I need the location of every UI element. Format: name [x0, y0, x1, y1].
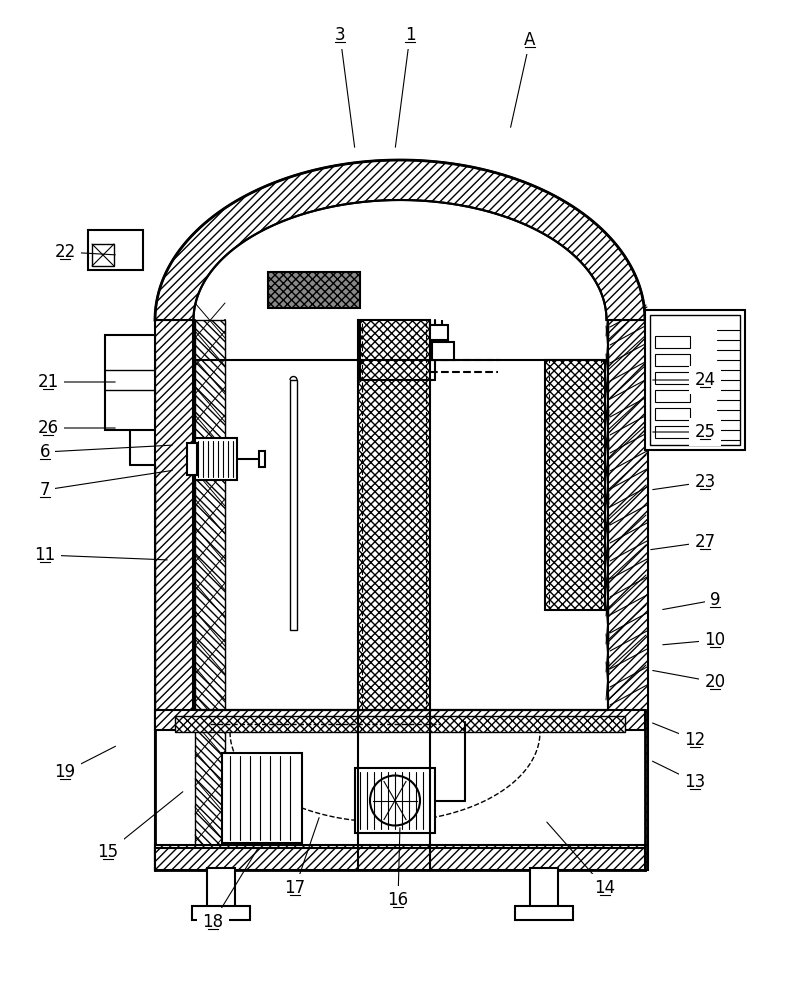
Text: 7: 7 [40, 481, 50, 499]
Text: 17: 17 [285, 879, 305, 897]
Text: 19: 19 [54, 763, 76, 781]
Text: 1: 1 [405, 26, 415, 44]
Text: 24: 24 [694, 371, 716, 389]
Bar [207, 868, 235, 910]
Bar [187, 443, 197, 475]
Text: 11: 11 [34, 546, 56, 564]
Bar [105, 335, 155, 430]
Text: 27: 27 [694, 533, 716, 551]
Text: 14: 14 [595, 879, 615, 897]
Polygon shape [155, 160, 645, 320]
Bar [655, 426, 690, 438]
Bar [118, 355, 155, 407]
Bar [259, 451, 265, 467]
Bar [155, 845, 645, 870]
Text: 10: 10 [705, 631, 725, 649]
Bar [222, 753, 302, 843]
Bar [655, 372, 690, 384]
Bar [92, 244, 114, 266]
Bar [155, 710, 645, 870]
Text: 25: 25 [694, 423, 716, 441]
Bar [650, 315, 740, 445]
Bar [155, 320, 193, 870]
Text: 12: 12 [685, 731, 705, 749]
Bar [195, 438, 237, 480]
Bar [655, 390, 690, 402]
Bar [268, 272, 360, 308]
Text: 15: 15 [97, 843, 119, 861]
Bar [545, 360, 605, 610]
Bar [530, 868, 558, 910]
Bar [430, 325, 448, 340]
Bar [645, 310, 745, 450]
Text: 13: 13 [685, 773, 705, 791]
Text: 26: 26 [37, 419, 58, 437]
Bar [355, 768, 435, 833]
Text: 3: 3 [335, 26, 345, 44]
Bar [655, 354, 690, 366]
Text: 22: 22 [54, 243, 76, 261]
Bar [655, 408, 690, 420]
Text: A: A [524, 31, 536, 49]
Bar [655, 336, 690, 348]
Text: 18: 18 [202, 913, 224, 931]
Bar [290, 380, 297, 630]
Text: 20: 20 [705, 673, 725, 691]
Text: 9: 9 [710, 591, 720, 609]
Bar [155, 710, 645, 730]
Bar [358, 320, 430, 710]
Bar [432, 342, 454, 360]
Bar [608, 320, 648, 870]
Bar [515, 906, 573, 920]
Bar [121, 358, 152, 404]
Text: 6: 6 [40, 443, 50, 461]
Bar [175, 716, 625, 732]
Text: 21: 21 [37, 373, 59, 391]
Text: 16: 16 [387, 891, 409, 909]
Bar [195, 320, 225, 870]
Bar [155, 848, 645, 870]
Bar [192, 906, 250, 920]
Bar [88, 230, 143, 270]
Text: 23: 23 [694, 473, 716, 491]
